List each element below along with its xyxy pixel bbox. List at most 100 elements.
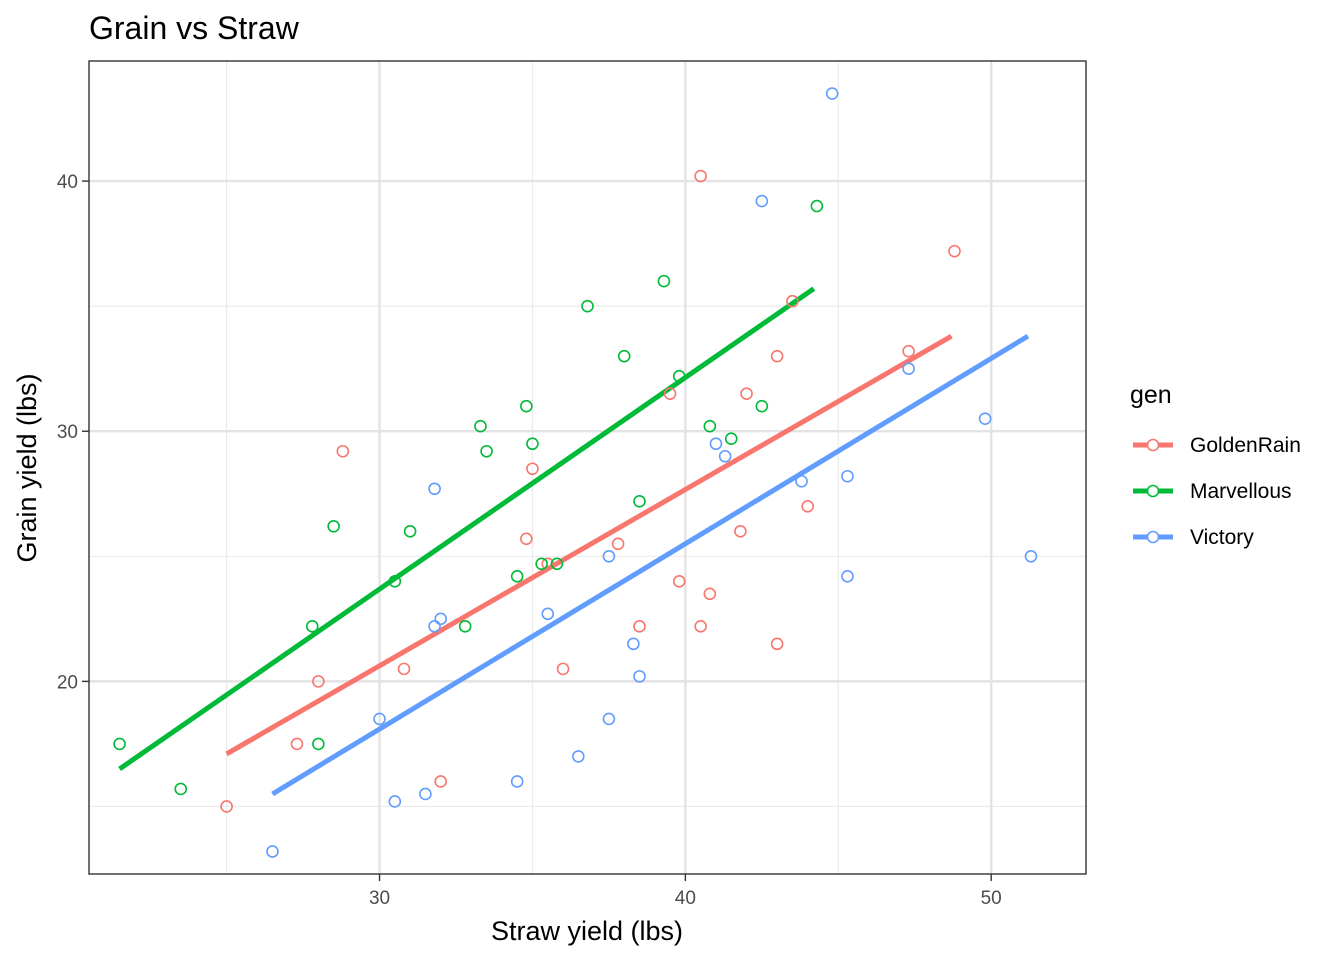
point-goldenrain (694, 169, 707, 183)
x-axis-title: Straw yield (lbs) (491, 916, 683, 946)
fit-line-goldenrain (225, 334, 953, 757)
point-goldenrain (786, 294, 799, 308)
point-marvellous (535, 557, 548, 571)
point-victory (841, 570, 854, 583)
point-marvellous (113, 737, 126, 751)
point-marvellous (312, 737, 325, 751)
point-marvellous (480, 444, 493, 458)
legend-label-marvellous: Marvellous (1190, 480, 1292, 503)
point-marvellous (174, 782, 188, 796)
point-marvellous (458, 620, 472, 633)
point-victory (841, 469, 854, 483)
legend-marker-marvellous (1146, 484, 1160, 498)
data-points (113, 87, 1038, 858)
point-marvellous (403, 524, 417, 538)
point-victory (718, 449, 732, 463)
legend-key-goldenrain (1133, 438, 1173, 452)
point-marvellous (520, 399, 533, 413)
point-marvellous (526, 437, 539, 451)
point-victory (978, 412, 992, 426)
point-goldenrain (770, 637, 784, 651)
point-goldenrain (663, 387, 677, 401)
chart-title: Grain vs Straw (89, 10, 300, 46)
point-goldenrain (902, 344, 915, 358)
point-victory (541, 607, 555, 621)
y-axis-title: Grain yield (lbs) (12, 373, 42, 562)
point-goldenrain (220, 800, 233, 813)
y-tick-label: 30 (57, 422, 78, 443)
fit-lines (118, 286, 1030, 797)
point-marvellous (703, 419, 717, 433)
point-marvellous (810, 199, 824, 213)
point-victory (428, 482, 441, 496)
point-victory (633, 670, 646, 683)
legend-title: gen (1130, 381, 1172, 409)
point-victory (902, 362, 915, 375)
point-victory (419, 787, 432, 801)
point-goldenrain (703, 587, 717, 601)
point-goldenrain (434, 775, 448, 788)
point-goldenrain (556, 662, 570, 676)
fit-line-victory (271, 334, 1030, 797)
point-victory (755, 194, 769, 208)
point-goldenrain (633, 620, 646, 633)
point-marvellous (755, 399, 769, 413)
point-goldenrain (948, 244, 961, 258)
point-victory (572, 750, 585, 763)
point-victory (602, 712, 616, 726)
point-goldenrain (734, 524, 747, 538)
legend-key-victory (1133, 530, 1173, 544)
point-victory (428, 620, 441, 633)
point-goldenrain (312, 675, 325, 688)
point-victory (373, 712, 386, 726)
point-victory (1024, 550, 1038, 563)
point-victory (266, 845, 279, 858)
point-marvellous (633, 494, 646, 508)
point-marvellous (510, 570, 524, 583)
point-goldenrain (290, 737, 304, 751)
point-goldenrain (801, 499, 814, 513)
point-goldenrain (336, 444, 350, 458)
legend-marker-goldenrain (1146, 438, 1160, 452)
legend-key-marvellous (1133, 484, 1173, 498)
plot-area (89, 61, 1086, 874)
point-goldenrain (526, 462, 539, 476)
point-goldenrain (541, 557, 555, 571)
point-victory (602, 550, 616, 563)
point-marvellous (617, 349, 631, 363)
point-goldenrain (397, 662, 411, 676)
point-goldenrain (611, 537, 625, 551)
point-goldenrain (672, 575, 686, 588)
point-victory (795, 474, 808, 488)
point-marvellous (550, 557, 564, 571)
point-marvellous (672, 369, 686, 383)
point-victory (388, 795, 402, 808)
axis-ticks: 30 40 50 20 30 40 (57, 172, 1002, 909)
point-victory (709, 437, 723, 451)
point-goldenrain (740, 387, 753, 401)
point-marvellous (327, 519, 340, 533)
plot-background (89, 61, 1086, 874)
x-tick-label: 50 (981, 888, 1002, 909)
y-tick-label: 40 (57, 172, 78, 193)
point-victory (627, 637, 640, 651)
point-marvellous (657, 274, 671, 288)
point-goldenrain (520, 532, 533, 546)
plot-frame (88, 60, 1087, 875)
point-marvellous (305, 620, 319, 633)
legend-label-goldenrain: GoldenRain (1190, 434, 1301, 457)
plot-border (88, 60, 1087, 875)
point-marvellous (581, 299, 594, 313)
x-tick-label: 40 (675, 888, 696, 909)
point-marvellous (724, 432, 738, 446)
point-victory (510, 775, 524, 788)
legend-marker-victory (1146, 530, 1160, 544)
point-goldenrain (694, 620, 707, 633)
fit-line-marvellous (118, 286, 816, 771)
point-victory (434, 612, 448, 626)
legend: gen GoldenRain Marvellous Victory (1130, 381, 1301, 549)
point-marvellous (474, 419, 487, 433)
y-tick-label: 20 (57, 672, 78, 693)
legend-label-victory: Victory (1190, 526, 1254, 549)
